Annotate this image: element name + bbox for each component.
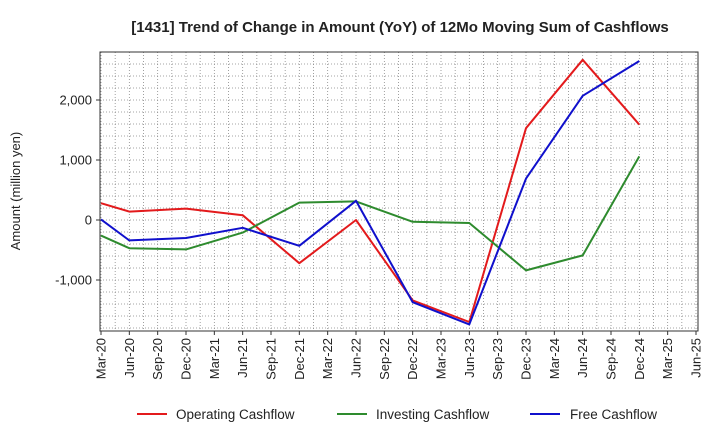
legend-label-free-cashflow: Free Cashflow xyxy=(570,407,657,422)
x-tick-label: Jun-20 xyxy=(122,338,137,378)
plot-area xyxy=(100,52,698,331)
y-tick-label: 0 xyxy=(85,213,92,228)
x-tick-label: Jun-23 xyxy=(462,338,477,378)
x-tick-label: Jun-24 xyxy=(575,338,590,378)
x-tick-label: Dec-21 xyxy=(292,338,307,380)
x-tick-label: Mar-24 xyxy=(547,338,562,379)
legend-label-operating-cashflow: Operating Cashflow xyxy=(176,407,295,422)
x-tick-label: Dec-22 xyxy=(405,338,420,380)
x-tick-label: Mar-23 xyxy=(434,338,449,379)
legend-label-investing-cashflow: Investing Cashflow xyxy=(376,407,490,422)
chart-title: [1431] Trend of Change in Amount (YoY) o… xyxy=(131,19,669,36)
x-axis: Mar-20 Jun-20 Sep-20 Dec-20 Mar-21 Jun-21 Sep-… xyxy=(94,331,704,380)
y-tick-label: 1,000 xyxy=(59,153,92,168)
legend: Operating Cashflow Investing Cashflow Free… xyxy=(137,407,657,422)
x-tick-label: Sep-24 xyxy=(604,338,619,380)
x-tick-label: Dec-24 xyxy=(632,338,647,380)
x-tick-label: Sep-21 xyxy=(264,338,279,380)
x-tick-label: Sep-23 xyxy=(490,338,505,380)
plot-border xyxy=(99,51,699,332)
x-tick-label: Mar-22 xyxy=(320,338,335,379)
x-tick-label: Mar-21 xyxy=(207,338,222,379)
y-tick-label: 2,000 xyxy=(59,93,92,108)
series-lines xyxy=(100,58,641,326)
series-line-operating-cashflow xyxy=(100,58,641,323)
grid xyxy=(100,51,698,331)
x-tick-label: Dec-23 xyxy=(519,338,534,380)
x-tick-label: Mar-25 xyxy=(660,338,675,379)
series-line-free-cashflow xyxy=(100,60,640,326)
x-tick-label: Jun-21 xyxy=(235,338,250,378)
y-axis: -1,000 0 1,000 2,000 xyxy=(55,93,100,288)
x-tick-label: Mar-20 xyxy=(94,338,109,379)
y-tick-label: -1,000 xyxy=(55,273,92,288)
y-axis-label: Amount (million yen) xyxy=(8,132,23,251)
x-tick-label: Sep-20 xyxy=(150,338,165,380)
x-tick-label: Sep-22 xyxy=(377,338,392,380)
x-tick-label: Jun-22 xyxy=(349,338,364,378)
x-tick-label: Jun-25 xyxy=(689,338,704,378)
x-tick-label: Dec-20 xyxy=(179,338,194,380)
